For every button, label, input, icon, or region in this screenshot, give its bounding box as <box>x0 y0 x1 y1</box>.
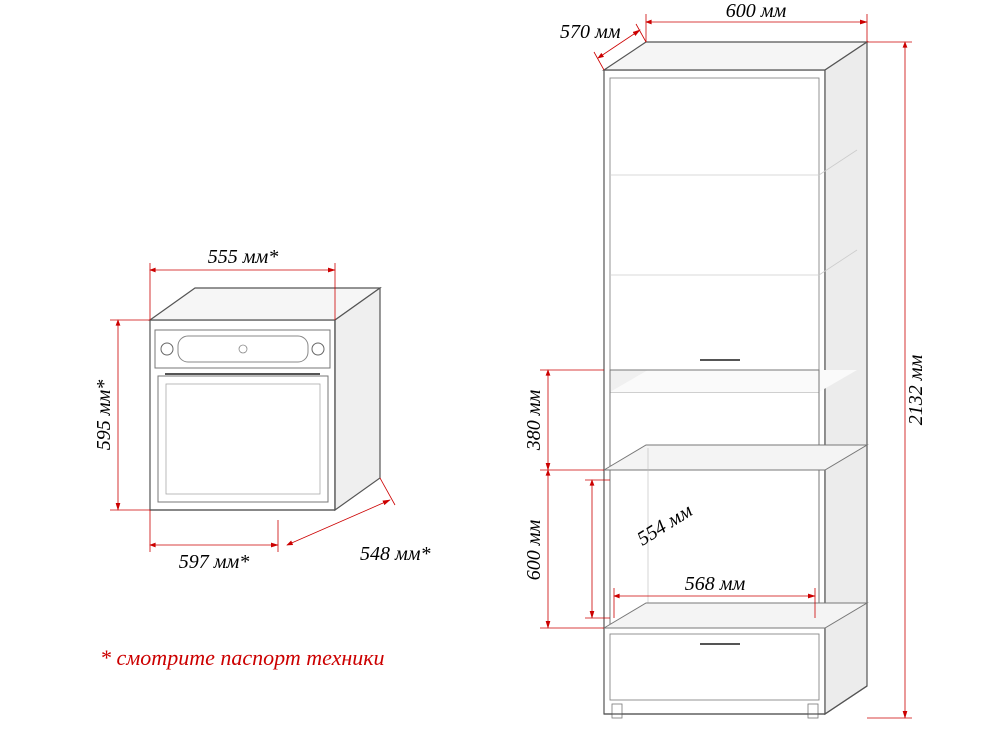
footnote: * смотрите паспорт техники <box>100 645 385 670</box>
dim-cabinet-height-label: 2132 мм <box>905 355 927 426</box>
dim-niche1-label: 380 мм <box>523 390 545 452</box>
dim-cabinet-width-label: 600 мм <box>726 0 787 22</box>
dim-niche1: 380 мм <box>523 370 604 470</box>
dim-oven-width-bottom: 597 мм* <box>179 551 250 573</box>
technical-drawing: 555 мм* 595 мм* 597 мм* 548 мм* <box>0 0 1000 750</box>
dim-niche2-label: 600 мм <box>523 520 545 581</box>
dim-oven-left: 595 мм* <box>93 320 150 510</box>
oven-drawing: 555 мм* 595 мм* 597 мм* 548 мм* <box>93 246 431 573</box>
dim-oven-width-top: 555 мм* <box>208 246 279 268</box>
dim-oven-depth-label: 548 мм* <box>360 543 431 565</box>
dim-cabinet-depth-label: 570 мм <box>560 21 621 43</box>
dim-cabinet-height: 2132 мм <box>867 42 927 718</box>
dim-niche2-inner-w-label: 568 мм <box>685 573 746 595</box>
dim-oven-height: 595 мм* <box>93 380 115 451</box>
dim-cabinet-width: 600 мм <box>646 0 867 42</box>
dim-oven-bottom-width: 597 мм* <box>150 510 278 573</box>
cabinet-drawing: 570 мм 600 мм 2132 мм 380 мм 600 мм <box>523 0 927 718</box>
